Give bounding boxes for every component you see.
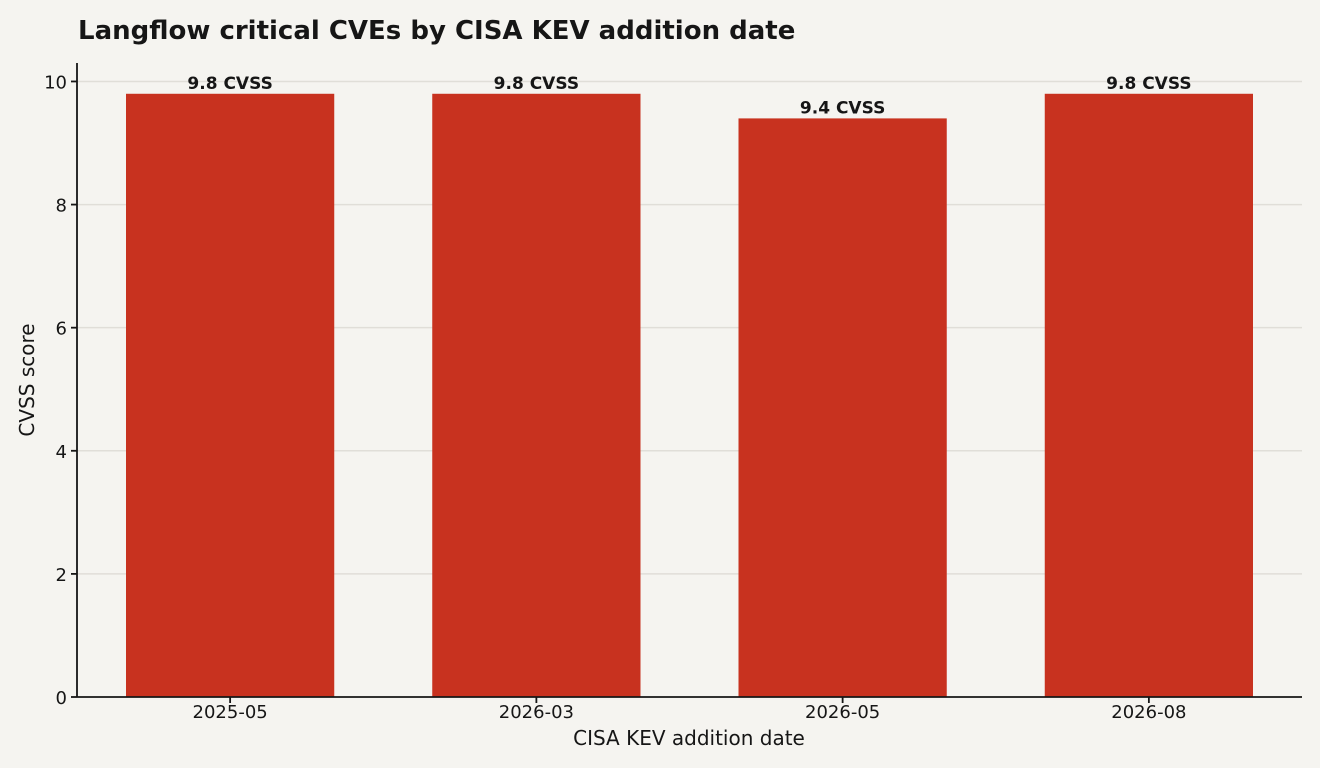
x-axis-label: CISA KEV addition date [573, 726, 805, 750]
chart-title: Langflow critical CVEs by CISA KEV addit… [78, 16, 795, 46]
x-tick-label: 2026-05 [805, 702, 880, 723]
y-tick-label: 0 [56, 688, 67, 709]
bar-series [126, 93, 1253, 698]
y-tick-label: 10 [44, 72, 67, 93]
y-tick-label: 2 [56, 565, 67, 586]
bar [738, 118, 947, 697]
y-tick-label: 6 [56, 319, 67, 340]
bar-value-label: 9.4 CVSS [800, 98, 885, 118]
bar-value-label: 9.8 CVSS [1106, 74, 1191, 94]
bar-value-label: 9.8 CVSS [187, 74, 272, 94]
x-tick-label: 2026-03 [499, 702, 574, 723]
y-axis-ticks: 0 2 4 6 8 10 [44, 72, 77, 709]
y-tick-label: 8 [56, 196, 67, 217]
bar [126, 93, 335, 698]
bar [1044, 93, 1253, 698]
x-tick-label: 2026-08 [1111, 702, 1186, 723]
data-labels: 9.8 CVSS 9.8 CVSS 9.4 CVSS 9.8 CVSS [187, 74, 1191, 119]
y-tick-label: 4 [56, 442, 67, 463]
bar-value-label: 9.8 CVSS [494, 74, 579, 94]
y-axis-label: CVSS score [15, 323, 39, 436]
bar [432, 93, 641, 698]
x-axis-ticks: 2025-05 2026-03 2026-05 2026-08 [193, 697, 1186, 723]
x-tick-label: 2025-05 [193, 702, 268, 723]
